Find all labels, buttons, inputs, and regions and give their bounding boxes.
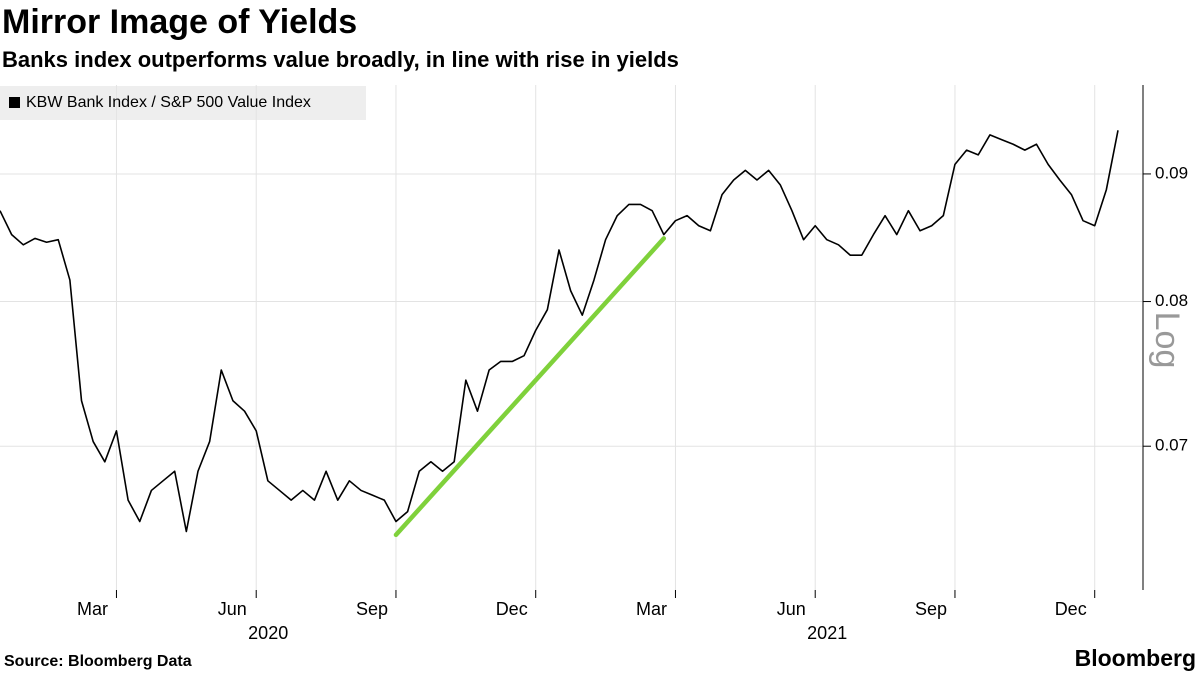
x-tick-label: Mar	[77, 599, 108, 619]
x-tick-label: Jun	[777, 599, 806, 619]
data-line	[0, 130, 1119, 533]
x-tick-label: Sep	[356, 599, 388, 619]
brand-logo: Bloomberg	[1075, 645, 1196, 671]
y-tick-label: 0.07	[1155, 436, 1188, 455]
y-tick-label: 0.09	[1155, 163, 1188, 182]
legend-swatch	[9, 97, 20, 108]
x-tick-label: Jun	[218, 599, 247, 619]
source: Source: Bloomberg Data	[4, 653, 192, 670]
trend-line	[393, 236, 667, 538]
legend-box	[0, 86, 366, 120]
scale-label: Log	[1148, 312, 1186, 369]
x-tick-label: Dec	[496, 599, 528, 619]
x-tick-label: Mar	[636, 599, 667, 619]
y-tick-label: 0.08	[1155, 291, 1188, 310]
chart-subtitle: Banks index outperforms value broadly, i…	[2, 47, 679, 72]
year-label: 2020	[248, 623, 288, 643]
x-tick-label: Dec	[1055, 599, 1087, 619]
x-tick-label: Sep	[915, 599, 947, 619]
year-label: 2021	[807, 623, 847, 643]
chart-title: Mirror Image of Yields	[2, 3, 357, 41]
legend-label: KBW Bank Index / S&P 500 Value Index	[26, 94, 311, 111]
